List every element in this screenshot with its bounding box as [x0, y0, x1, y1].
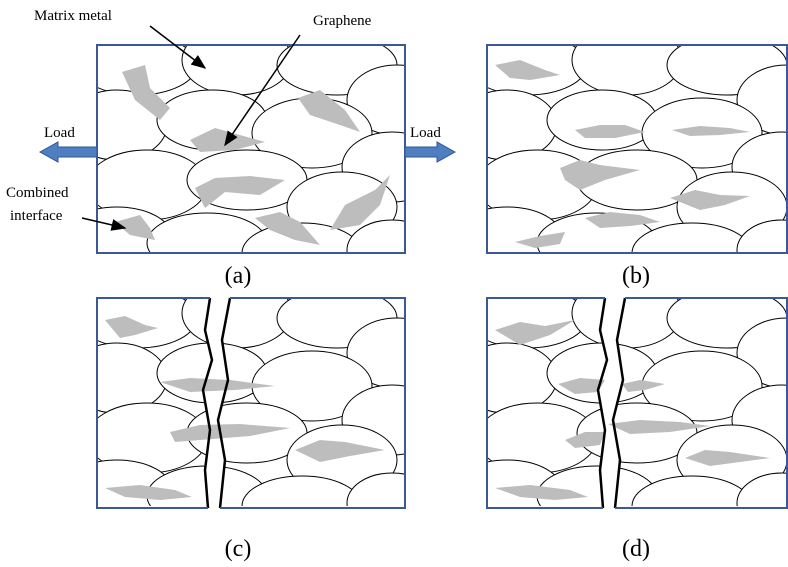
- label: Load: [410, 125, 441, 141]
- diagram: Matrix metal Graphene Load Load Combined…: [0, 0, 788, 567]
- panel-a: Matrix metal Graphene Load Load Combined…: [6, 8, 455, 289]
- label: Matrix metal: [34, 8, 112, 24]
- panel-label: (c): [225, 536, 252, 562]
- panel-d: (d): [452, 278, 788, 562]
- load-arrow: [405, 142, 455, 162]
- grains: [62, 25, 447, 283]
- panel-label: (b): [622, 263, 650, 289]
- page: Matrix metal Graphene Load Load Combined…: [0, 0, 788, 567]
- load-arrow: [40, 142, 97, 162]
- panel-c: (c): [62, 278, 447, 562]
- label: Combined: [6, 185, 69, 201]
- label: Load: [44, 125, 75, 141]
- panel-label: (a): [225, 263, 252, 289]
- panel-label: (d): [622, 536, 650, 562]
- label: Graphene: [313, 13, 372, 29]
- label: interface: [10, 208, 63, 224]
- panel-b: (b): [452, 25, 788, 289]
- grains: [62, 278, 447, 536]
